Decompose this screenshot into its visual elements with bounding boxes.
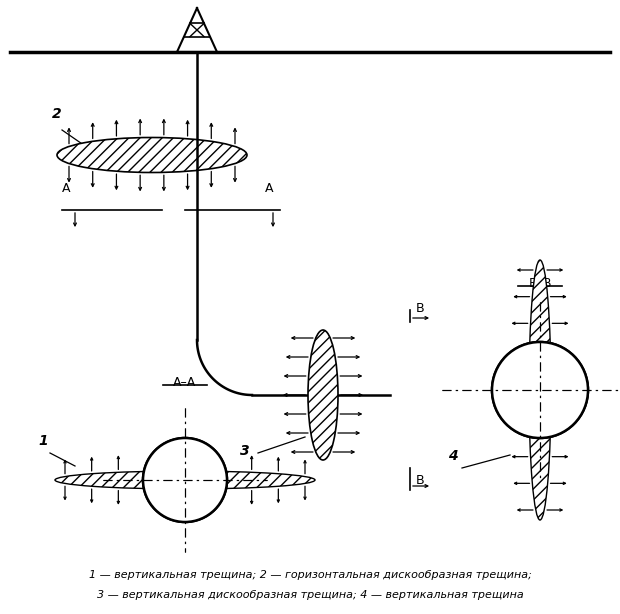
Ellipse shape bbox=[55, 471, 315, 489]
Ellipse shape bbox=[57, 138, 247, 173]
Circle shape bbox=[492, 342, 588, 438]
Text: 1 — вертикальная трещина; 2 — горизонтальная дискообразная трещина;: 1 — вертикальная трещина; 2 — горизонтал… bbox=[89, 570, 531, 580]
Text: A: A bbox=[62, 182, 71, 195]
Circle shape bbox=[492, 342, 588, 438]
Text: 4: 4 bbox=[448, 449, 458, 463]
Text: 3: 3 bbox=[240, 444, 250, 458]
Text: 3 — вертикальная дискообразная трещина; 4 — вертикальная трещина: 3 — вертикальная дискообразная трещина; … bbox=[97, 590, 523, 600]
Text: B: B bbox=[416, 474, 425, 487]
Text: 2: 2 bbox=[52, 107, 61, 121]
Text: A: A bbox=[265, 182, 273, 195]
Circle shape bbox=[143, 438, 227, 522]
Text: B–B: B–B bbox=[528, 277, 552, 290]
Text: A–A: A–A bbox=[174, 376, 197, 389]
Ellipse shape bbox=[308, 330, 338, 460]
Circle shape bbox=[143, 438, 227, 522]
Text: 1: 1 bbox=[38, 434, 48, 448]
Ellipse shape bbox=[529, 260, 551, 520]
Text: B: B bbox=[416, 302, 425, 315]
